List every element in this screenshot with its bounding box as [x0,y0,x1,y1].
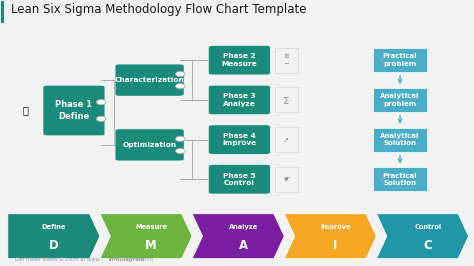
Circle shape [175,84,185,89]
Polygon shape [8,214,100,259]
Text: Phase 2
Measure: Phase 2 Measure [221,53,257,67]
FancyBboxPatch shape [209,85,270,115]
Circle shape [175,71,185,77]
Text: Phase 5
Control: Phase 5 Control [223,173,255,186]
Polygon shape [100,214,192,259]
Text: M: M [146,239,157,252]
Text: C: C [423,239,432,252]
Text: I: I [333,239,338,252]
Text: Analytical
Solution: Analytical Solution [380,133,420,146]
Polygon shape [284,214,376,259]
Text: Phase 1
Define: Phase 1 Define [55,101,92,120]
Text: 🗒: 🗒 [23,106,28,115]
Text: ∑: ∑ [284,97,289,103]
Text: D: D [49,239,59,252]
FancyBboxPatch shape [373,128,427,152]
Text: Analyze: Analyze [229,224,258,230]
FancyBboxPatch shape [115,129,184,161]
Bar [274,127,298,152]
FancyBboxPatch shape [373,88,427,112]
Bar [274,167,298,192]
Text: Phase 3
Analyze: Phase 3 Analyze [223,93,256,107]
FancyBboxPatch shape [209,45,270,75]
FancyBboxPatch shape [373,48,427,72]
Text: infoDiagram: infoDiagram [109,257,145,262]
Bar [274,48,298,73]
Text: Define: Define [42,224,66,230]
Bar [274,87,298,113]
Text: Measure: Measure [135,224,167,230]
Circle shape [175,136,185,142]
Text: ↗: ↗ [283,137,289,143]
Text: Phase 4
Improve: Phase 4 Improve [222,133,256,146]
Text: Characterization: Characterization [115,77,184,83]
Circle shape [96,99,106,105]
Circle shape [96,116,106,122]
Text: Improve: Improve [320,224,351,230]
Circle shape [175,148,185,154]
Text: Optimization: Optimization [123,142,177,148]
FancyBboxPatch shape [209,125,270,154]
Text: ☛: ☛ [283,176,290,182]
FancyBboxPatch shape [43,85,105,136]
FancyBboxPatch shape [115,64,184,96]
Text: Practical
Solution: Practical Solution [383,173,418,186]
Text: Control: Control [414,224,441,230]
FancyBboxPatch shape [373,167,427,191]
Text: Analytical
problem: Analytical problem [380,93,420,107]
Text: Practical
problem: Practical problem [383,53,418,67]
Polygon shape [376,214,469,259]
FancyBboxPatch shape [209,165,270,194]
Text: A: A [239,239,248,252]
Text: .com: .com [141,257,154,262]
Polygon shape [192,214,284,259]
Text: Get these slides & icons at www.: Get these slides & icons at www. [15,257,101,262]
Text: Lean Six Sigma Methodology Flow Chart Template: Lean Six Sigma Methodology Flow Chart Te… [11,3,307,16]
Text: ≡
─: ≡ ─ [283,54,289,67]
Bar [0,1,4,23]
